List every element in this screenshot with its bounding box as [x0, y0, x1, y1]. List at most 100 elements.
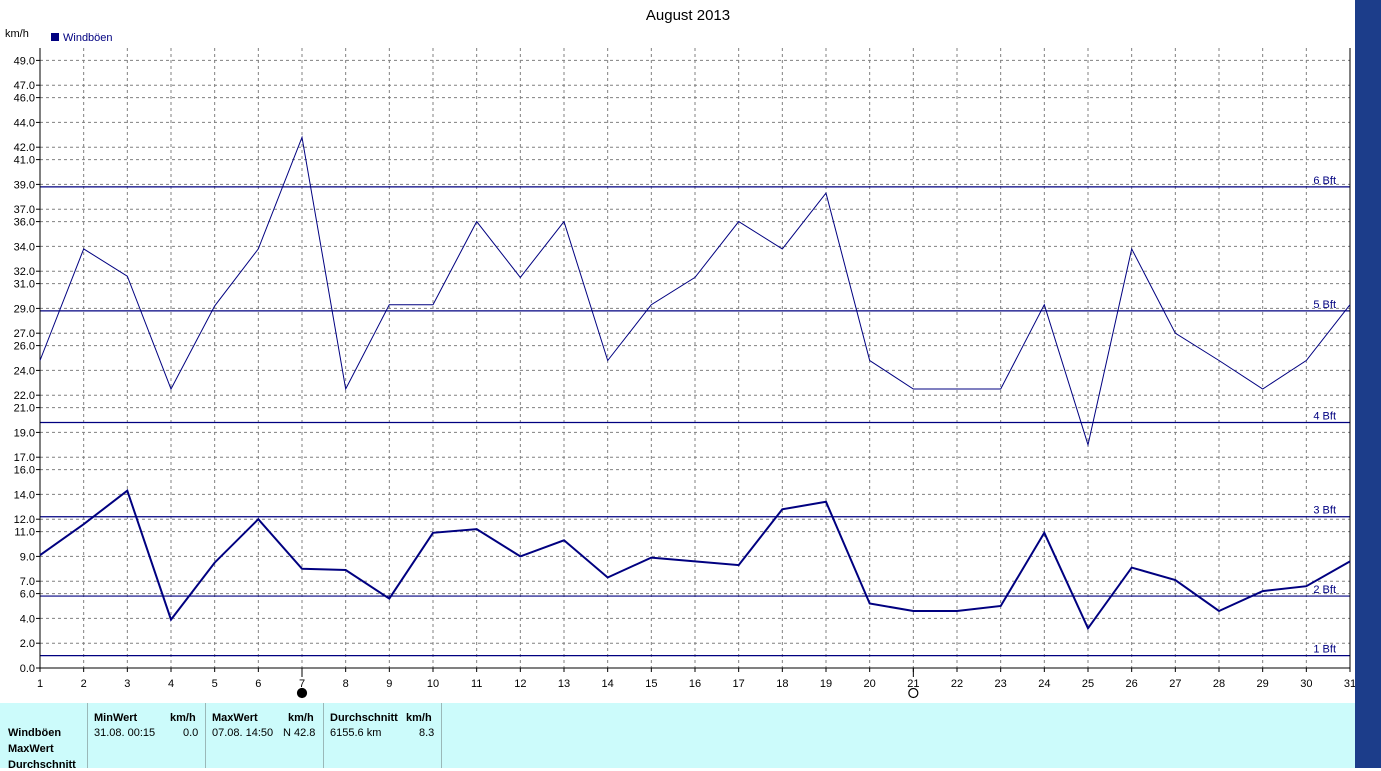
x-tick-label: 12 [514, 678, 526, 690]
full-moon-icon [908, 687, 919, 699]
x-tick-label: 22 [951, 678, 963, 690]
y-tick-label: 0.0 [20, 663, 35, 675]
beaufort-label: 3 Bft [1313, 505, 1336, 517]
x-tick-label: 30 [1300, 678, 1312, 690]
x-tick-label: 3 [124, 678, 130, 690]
x-tick-label: 31 [1344, 678, 1355, 690]
x-tick-label: 8 [343, 678, 349, 690]
x-tick-label: 9 [386, 678, 392, 690]
x-tick-label: 23 [995, 678, 1007, 690]
table-divider [205, 703, 206, 768]
stats-table: Windböen MaxWert Durchschnitt MinWert km… [0, 703, 1355, 771]
legend-label: Windböen [63, 32, 113, 44]
y-tick-label: 27.0 [14, 328, 35, 340]
y-tick-label: 11.0 [14, 527, 35, 539]
avg-unit: km/h [406, 712, 432, 724]
y-tick-label: 42.0 [14, 142, 35, 154]
y-tick-label: 44.0 [14, 117, 35, 129]
x-tick-label: 13 [558, 678, 570, 690]
y-tick-label: 22.0 [14, 390, 35, 402]
new-moon-icon [296, 687, 308, 699]
x-tick-label: 29 [1257, 678, 1269, 690]
beaufort-label: 1 Bft [1313, 644, 1336, 656]
max-header: MaxWert [212, 712, 258, 724]
y-tick-label: 17.0 [14, 452, 35, 464]
row-label-durchschnitt: Durchschnitt [8, 759, 76, 771]
window-edge [1355, 0, 1381, 768]
beaufort-lines: 1 Bft 2 Bft 3 Bft 4 Bft 5 Bft 6 Bft [40, 175, 1350, 657]
beaufort-label: 5 Bft [1313, 299, 1336, 311]
y-tick-label: 16.0 [14, 465, 35, 477]
x-tick-label: 20 [864, 678, 876, 690]
x-tick-label: 14 [602, 678, 614, 690]
avg-distance: 6155.6 km [330, 727, 382, 739]
row-label-windboeen: Windböen [8, 727, 62, 739]
legend-swatch [51, 33, 59, 41]
y-tick-label: 49.0 [14, 55, 35, 67]
x-tick-label: 21 [907, 678, 919, 690]
x-tick-label: 18 [776, 678, 788, 690]
min-unit: km/h [170, 712, 196, 724]
min-date: 31.08. 00:15 [94, 727, 156, 739]
x-tick-label: 28 [1213, 678, 1225, 690]
x-tick-label: 4 [168, 678, 174, 690]
min-header: MinWert [94, 712, 138, 724]
y-tick-label: 37.0 [14, 204, 35, 216]
y-tick-label: 12.0 [14, 514, 35, 526]
y-tick-label: 21.0 [14, 403, 35, 415]
x-tick-label: 7 [299, 678, 305, 690]
y-tick-label: 47.0 [14, 80, 35, 92]
table-divider [87, 703, 88, 768]
x-tick-label: 10 [427, 678, 439, 690]
x-tick-label: 17 [733, 678, 745, 690]
y-axis-label: km/h [5, 28, 29, 40]
max-date: 07.08. 14:50 [212, 727, 274, 739]
y-tick-label: 4.0 [20, 613, 35, 625]
y-tick-label: 31.0 [14, 279, 35, 291]
beaufort-label: 4 Bft [1313, 410, 1336, 422]
avg-header: Durchschnitt [330, 712, 398, 724]
y-tick-label: 39.0 [14, 179, 35, 191]
x-tick-label: 5 [212, 678, 218, 690]
beaufort-label: 6 Bft [1313, 175, 1336, 187]
y-tick-label: 2.0 [20, 638, 35, 650]
x-tick-label: 6 [255, 678, 261, 690]
x-tick-label: 1 [37, 678, 43, 690]
table-divider [323, 703, 324, 768]
min-value: 0.0 [183, 727, 199, 739]
moon-markers [296, 668, 919, 699]
table-divider [441, 703, 442, 768]
y-tick-label: 32.0 [14, 266, 35, 278]
max-value: N 42.8 [283, 727, 316, 739]
max-unit: km/h [288, 712, 314, 724]
y-tick-label: 26.0 [14, 341, 35, 353]
x-tick-label: 11 [471, 678, 482, 690]
series-line [39, 489, 1351, 631]
y-tick-label: 46.0 [14, 93, 35, 105]
axes: 1 2 3 4 5 6 7 8 9 10 11 12 13 14 15 16 17 18 19 20 21 22 23 24 2… [14, 48, 1355, 690]
grid [40, 48, 1350, 668]
y-tick-label: 41.0 [14, 155, 35, 167]
x-tick-label: 24 [1038, 678, 1050, 690]
y-tick-label: 19.0 [14, 427, 35, 439]
x-tick-label: 16 [689, 678, 701, 690]
x-tick-label: 15 [645, 678, 657, 690]
series-lines [39, 135, 1351, 631]
beaufort-label: 2 Bft [1313, 584, 1336, 596]
row-label-maxwert: MaxWert [8, 743, 54, 755]
x-tick-label: 27 [1169, 678, 1181, 690]
x-tick-label: 2 [81, 678, 87, 690]
avg-value: 8.3 [419, 727, 435, 739]
y-tick-label: 6.0 [20, 589, 35, 601]
x-tick-label: 19 [820, 678, 832, 690]
y-tick-label: 34.0 [14, 241, 35, 253]
chart-title: August 2013 [646, 7, 730, 24]
x-tick-label: 25 [1082, 678, 1094, 690]
series-line [39, 135, 1351, 447]
y-tick-label: 14.0 [14, 489, 35, 501]
y-tick-label: 9.0 [20, 551, 35, 563]
y-tick-label: 29.0 [14, 303, 35, 315]
x-tick-label: 26 [1126, 678, 1138, 690]
y-tick-label: 36.0 [14, 217, 35, 229]
